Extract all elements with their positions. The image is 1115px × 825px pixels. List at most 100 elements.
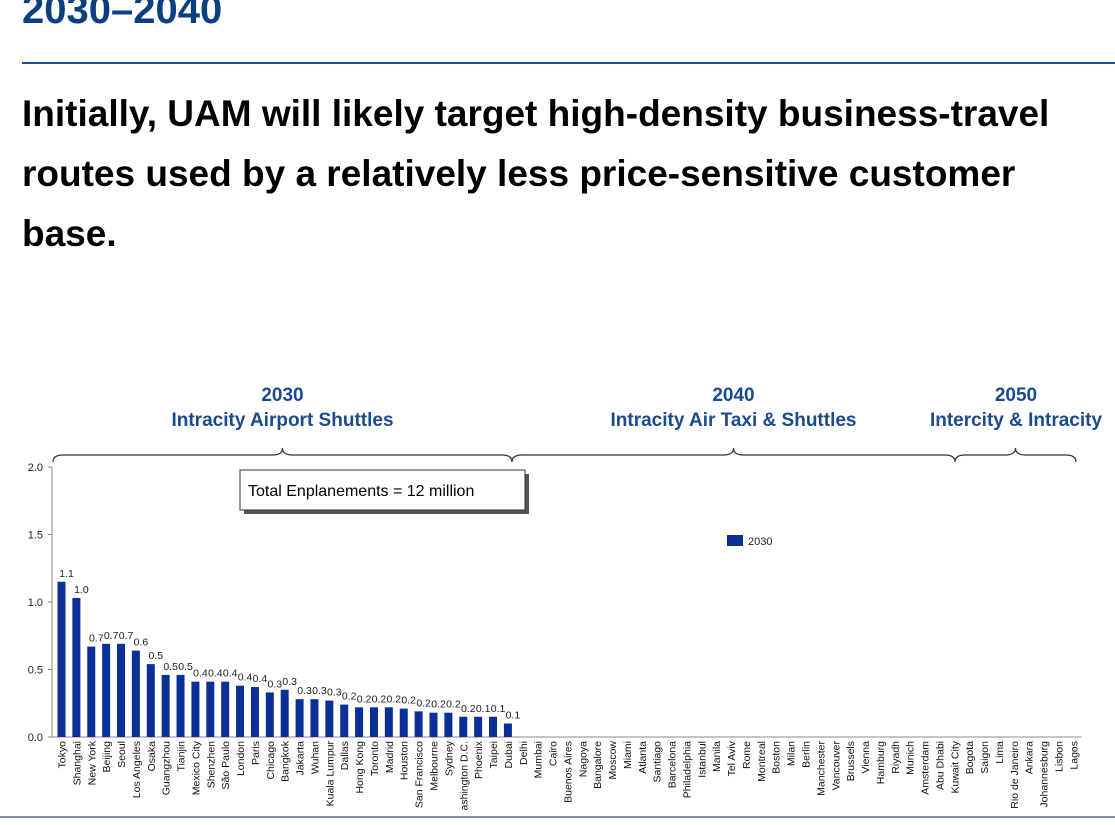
bar (117, 643, 126, 737)
x-tick-label: Jakarta (295, 741, 307, 776)
phase-label: Intracity Airport Shuttles (171, 410, 393, 431)
bar (87, 646, 96, 737)
x-tick-label: Philadelphia (681, 741, 693, 798)
y-tick-label: 2.0 (28, 462, 43, 474)
x-tick-label: San Francisco (414, 741, 426, 808)
bar (429, 712, 438, 737)
bar-value-label: 0.6 (134, 637, 149, 649)
bar-value-label: 1.0 (74, 584, 89, 596)
legend-swatch (727, 535, 743, 546)
x-tick-label: São Paulo (220, 741, 232, 790)
bar (340, 704, 349, 737)
x-tick-label: Chicago (265, 741, 277, 780)
x-tick-label: Barcelona (667, 741, 679, 788)
bar (295, 699, 304, 737)
x-tick-label: Istanbul (696, 741, 708, 778)
bar-value-label: 0.2 (401, 695, 416, 707)
y-tick-label: 0.5 (28, 665, 43, 677)
bar (265, 692, 274, 737)
bar-value-label: 0.1 (476, 703, 491, 715)
x-tick-label: Bangalore (592, 741, 604, 789)
bar (459, 716, 468, 737)
enplanements-bar-chart: 0.0 0.5 1.0 1.5 2.0 1.1 Tokyo 1.0 Shanghai 0.7 New… (28, 385, 1103, 810)
x-tick-label: Tel Aviv (726, 740, 738, 776)
x-tick-label: Montreal (756, 741, 768, 782)
x-tick-label: Toronto (369, 741, 381, 776)
x-tick-label: Santiago (652, 741, 664, 783)
x-tick-label: Hamburg (875, 741, 887, 784)
x-tick-label: Madrid (384, 741, 396, 773)
bar (131, 650, 140, 737)
bar (369, 707, 378, 737)
bar-value-label: 0.3 (282, 676, 297, 688)
bar (102, 643, 111, 737)
x-tick-label: Tianjin (176, 741, 188, 772)
x-tick-label: Brussels (845, 741, 857, 781)
bar (444, 712, 453, 737)
y-tick-label: 0.0 (28, 732, 43, 744)
bar-value-label: 0.3 (327, 687, 342, 699)
bar-value-label: 0.5 (178, 661, 193, 673)
x-tick-label: Vancouver (830, 740, 842, 790)
x-tick-label: Sydney (443, 740, 455, 776)
bar-value-label: 1.1 (59, 568, 74, 580)
x-tick-label: Amsterdam (920, 741, 932, 795)
x-tick-label: Melbourne (429, 741, 441, 791)
x-tick-label: Shenzhen (205, 741, 217, 788)
x-tick-label: Delhi (518, 741, 530, 765)
bar-value-label: 0.7 (89, 633, 104, 645)
x-tick-label: Dallas (339, 741, 351, 770)
y-tick-label: 1.0 (28, 597, 43, 609)
bar (161, 674, 170, 737)
phase-brace (954, 447, 1077, 463)
phase-year: 2030 (261, 385, 303, 406)
x-tick-label: Bogota (964, 741, 976, 774)
bar (414, 711, 423, 737)
x-tick-label: Beijing (101, 741, 113, 773)
x-tick-label: New York (86, 740, 98, 785)
bar (310, 699, 319, 737)
bar-value-label: 0.2 (446, 699, 461, 711)
x-tick-label: Tokyo (57, 741, 69, 769)
x-tick-label: Buenos Aires (562, 741, 574, 803)
bar-value-label: 0.4 (223, 668, 238, 680)
x-tick-label: Guangzhou (161, 741, 173, 795)
phase-brace (52, 447, 513, 463)
x-tick-label: Phoenix (473, 740, 485, 779)
legend-label: 2030 (748, 536, 772, 548)
bar (474, 716, 483, 737)
bar (72, 597, 81, 737)
phase-label: Intracity Air Taxi & Shuttles (611, 410, 857, 431)
x-tick-label: Wuhan (309, 741, 321, 774)
x-tick-label: Ankara (1024, 741, 1036, 774)
annotation-box (239, 469, 526, 511)
annotation-text: Total Enplanements = 12 million (248, 483, 474, 500)
bar (399, 708, 408, 737)
bar (384, 707, 393, 737)
section-heading: 2030–2040 (22, 0, 223, 32)
bar (221, 681, 230, 737)
x-tick-label: Rio de Janeiro (1009, 741, 1021, 809)
bar-value-label: 0.5 (163, 661, 178, 673)
x-tick-label: Manchester (815, 740, 827, 795)
bar-value-label: 0.5 (148, 650, 163, 662)
bar-value-label: 0.2 (342, 691, 357, 703)
bar-value-label: 0.1 (491, 703, 506, 715)
x-tick-label: Miami (622, 741, 634, 769)
x-tick-label: Milan (786, 741, 798, 766)
bar-value-label: 0.7 (104, 630, 119, 642)
bar-value-label: 0.7 (119, 630, 134, 642)
x-tick-label: ashington D.C. (458, 741, 470, 810)
x-tick-label: Munich (905, 741, 917, 775)
x-tick-label: Paris (250, 741, 262, 765)
x-tick-label: Osaka (146, 741, 158, 772)
bar-value-label: 0.4 (238, 672, 253, 684)
x-tick-label: Johannesburg (1039, 741, 1051, 808)
bar-value-label: 0.2 (461, 703, 476, 715)
x-tick-label: Mumbai (533, 741, 545, 778)
heading-rule (22, 62, 1115, 64)
x-tick-label: Lagos (1068, 741, 1080, 770)
bar (489, 716, 498, 737)
x-tick-label: Kuwait City (949, 740, 961, 793)
bar (236, 685, 245, 737)
